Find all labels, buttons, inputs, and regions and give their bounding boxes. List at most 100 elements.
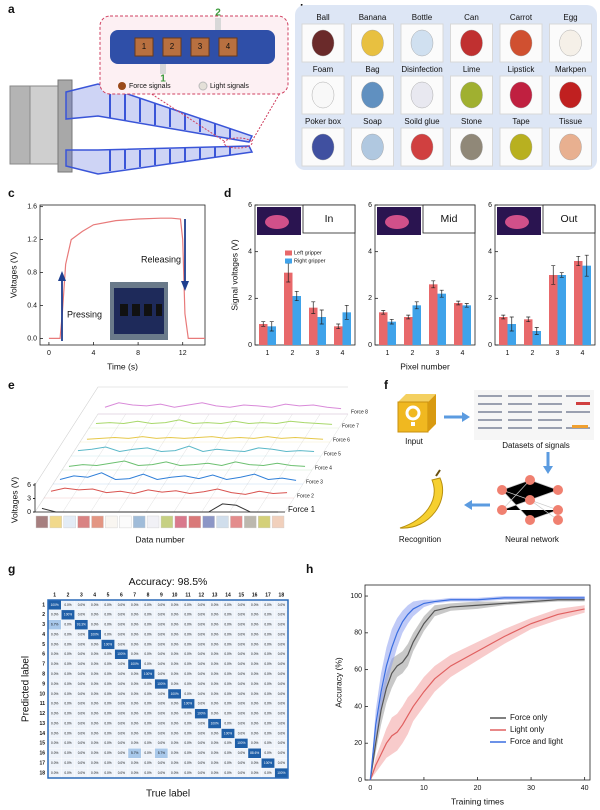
cell-label: 100% — [157, 682, 165, 686]
depth-grid — [284, 413, 349, 513]
y-tick-label: 1 — [42, 602, 45, 608]
annotation-arrow — [58, 271, 66, 281]
cell-label: 0.0% — [118, 613, 125, 617]
bar — [259, 324, 268, 345]
y-tick-label: 16 — [39, 751, 45, 757]
object-photo — [410, 81, 434, 109]
cell-label: 0.0% — [118, 751, 125, 755]
sensor-inset — [215, 18, 221, 30]
y-tick-label: 6 — [27, 482, 31, 489]
cell-label: 0.0% — [78, 712, 85, 716]
cell-label: 0.0% — [224, 692, 231, 696]
y-tick-label: 0.8 — [27, 269, 37, 276]
x-tick-label: 12 — [179, 350, 187, 357]
y-tick-label: 2 — [248, 295, 252, 302]
cell-label: 0.0% — [184, 613, 191, 617]
sensor-inset — [118, 82, 126, 90]
cell-label: 0.0% — [251, 672, 258, 676]
sensor-inset — [160, 64, 166, 74]
pixel-number: 3 — [198, 42, 203, 51]
gripper-drawing — [223, 137, 253, 149]
cell-label: 0.0% — [171, 731, 178, 735]
cell-label: 0.0% — [278, 603, 285, 607]
panel-label: h — [306, 562, 313, 576]
cell-label: 0.0% — [224, 712, 231, 716]
object-thumbnail — [119, 515, 132, 529]
cell-label: 0.0% — [224, 741, 231, 745]
cell-label: 0.0% — [131, 632, 138, 636]
panel-label: e — [8, 378, 15, 392]
object-photo — [410, 133, 434, 161]
cell-label: 0.0% — [238, 692, 245, 696]
flow-diagram — [397, 390, 594, 529]
flow-diagram — [576, 402, 590, 405]
cell-label: 0.0% — [171, 632, 178, 636]
cell-label: 0.0% — [144, 721, 151, 725]
cell-label: 0.0% — [78, 721, 85, 725]
cell-label: 0.0% — [91, 603, 98, 607]
cell-label: 0.0% — [64, 721, 71, 725]
cell-label: 0.0% — [131, 771, 138, 775]
x-tick-label: 2 — [411, 350, 415, 357]
line — [369, 597, 585, 781]
cell-label: 0.0% — [211, 603, 218, 607]
series-label: Force 8 — [351, 409, 368, 415]
y-tick-label: 5 — [42, 642, 45, 648]
legend-label: Right gripper — [294, 258, 326, 264]
cell-label: 0.0% — [211, 712, 218, 716]
sensor-inset — [162, 37, 182, 57]
cell-label: 0.0% — [104, 682, 111, 686]
y-tick-label: 2 — [488, 295, 492, 302]
cell-label: 0.0% — [104, 623, 111, 627]
cell-label: 0.0% — [104, 692, 111, 696]
cell-label: 0.0% — [118, 771, 125, 775]
flow-diagram — [553, 505, 563, 515]
cell-label: 0.0% — [184, 771, 191, 775]
cell-label: 0.0% — [251, 761, 258, 765]
cell-label: 100% — [131, 662, 139, 666]
gripper-drawing — [65, 145, 254, 175]
cell-label: 0.0% — [118, 623, 125, 627]
cell-label: 0.0% — [171, 662, 178, 666]
y-tick-label: 0.0 — [27, 335, 37, 342]
y-tick-label: 2 — [368, 295, 372, 302]
object-photo — [311, 133, 335, 161]
cell-label: 0.0% — [198, 741, 205, 745]
cell-label: 0.0% — [264, 702, 271, 706]
annotation: Pressing — [67, 309, 102, 319]
cell-label: 0.0% — [198, 721, 205, 725]
cell-label: 0.0% — [278, 692, 285, 696]
pixel-number: 1 — [142, 42, 147, 51]
error-bar — [464, 303, 469, 308]
cell-label: 0.0% — [264, 613, 271, 617]
bar — [557, 275, 566, 345]
flow-step: Neural network — [505, 535, 560, 544]
cell-label: 0.0% — [64, 652, 71, 656]
cell-label: 0.0% — [158, 613, 165, 617]
cell-label: 0.0% — [211, 642, 218, 646]
x-tick-label: 30 — [527, 785, 535, 792]
x-tick-label: 4 — [461, 350, 465, 357]
flow-step: Datasets of signals — [502, 441, 570, 450]
y-tick-label: 0 — [248, 342, 252, 349]
error-bar — [559, 272, 564, 278]
cell-label: 0.0% — [158, 702, 165, 706]
object-thumbnail — [133, 515, 146, 529]
cell-label: 88.6% — [250, 751, 259, 755]
bar — [404, 317, 413, 345]
y-tick-label: 0.4 — [27, 302, 37, 309]
object-thumbnail — [216, 515, 229, 529]
cell-label: 0.0% — [198, 672, 205, 676]
legend-label: Light signals — [210, 83, 249, 90]
cell-label: 0.0% — [184, 652, 191, 656]
cell-label: 100% — [91, 632, 99, 636]
cell-label: 0.0% — [51, 672, 58, 676]
y-tick-label: 10 — [39, 691, 45, 697]
flow-diagram — [464, 500, 472, 510]
x-tick-label: 3 — [316, 350, 320, 357]
cell-label: 0.0% — [224, 682, 231, 686]
bar — [309, 307, 318, 345]
object-name: Stone — [461, 117, 482, 126]
bar — [437, 293, 446, 345]
